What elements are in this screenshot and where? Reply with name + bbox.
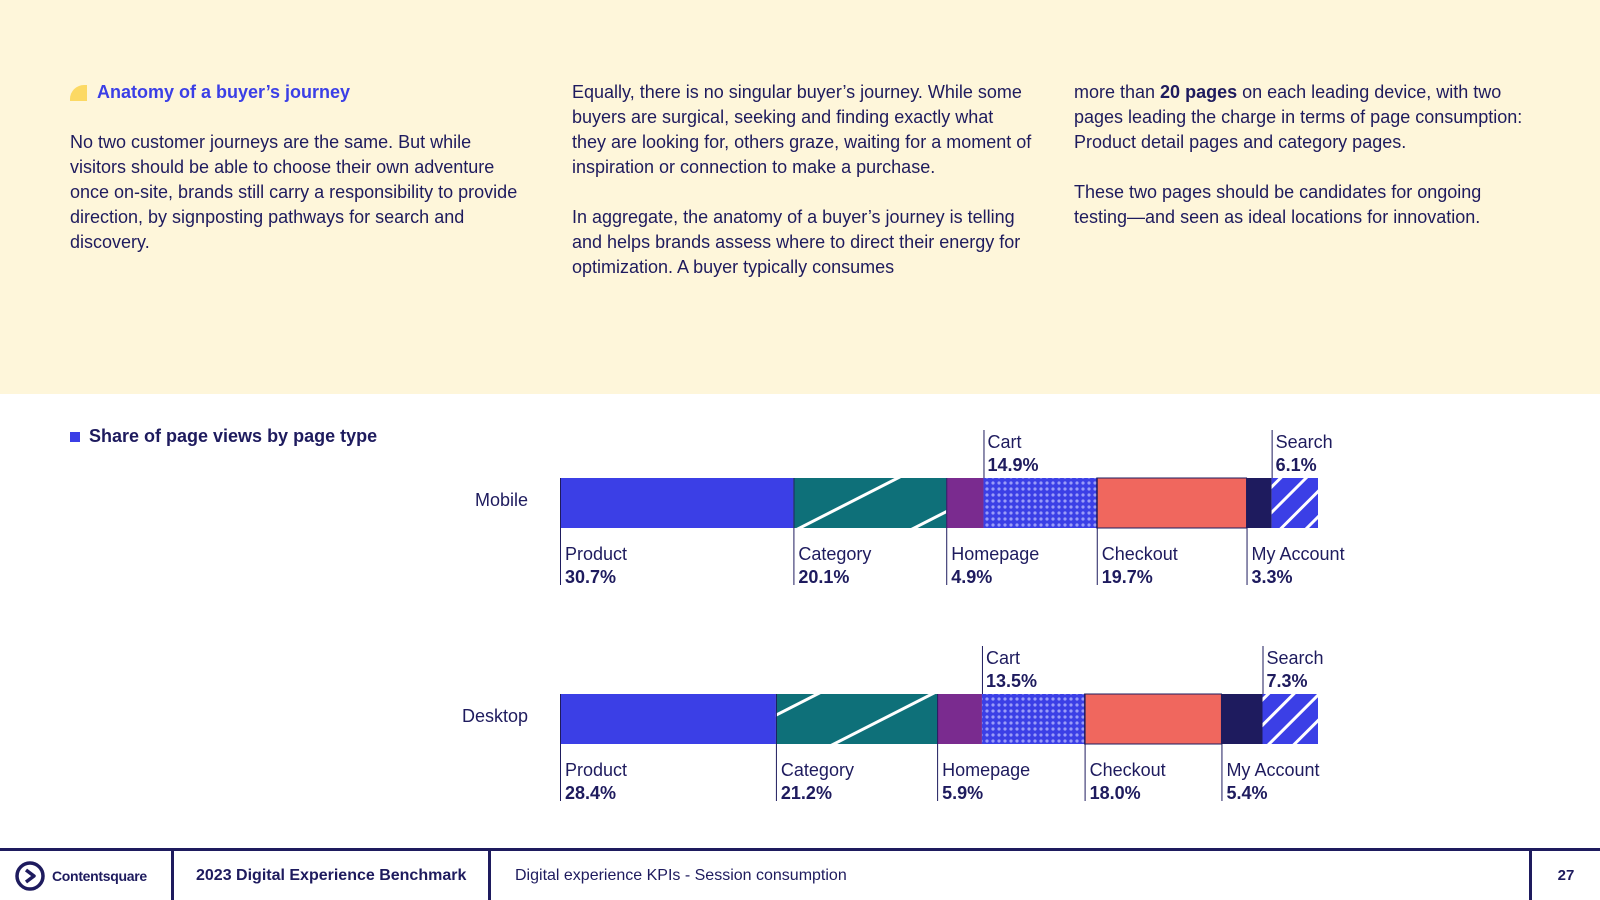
- intro-column-1: Anatomy of a buyer’s journey No two cust…: [70, 80, 530, 255]
- chart-title: Share of page views by page type: [89, 426, 378, 446]
- label-desktop-product: Product: [565, 760, 627, 780]
- footer-report-title: 2023 Digital Experience Benchmark: [174, 851, 491, 900]
- intro-panel: Anatomy of a buyer’s journey No two cust…: [0, 0, 1600, 394]
- bar-mobile-search: [1271, 478, 1318, 528]
- value-desktop-cart: 13.5%: [986, 671, 1037, 691]
- intro-paragraph-5: These two pages should be candidates for…: [1074, 182, 1482, 227]
- highlight-pages: 20 pages: [1160, 82, 1238, 102]
- bar-desktop-homepage: [937, 694, 982, 744]
- bar-mobile-checkout: [1096, 477, 1248, 529]
- intro-column-2: Equally, there is no singular buyer’s jo…: [572, 80, 1032, 280]
- bar-desktop-category: [775, 694, 938, 744]
- value-mobile-search: 6.1%: [1276, 455, 1317, 475]
- text-run: more than: [1074, 82, 1161, 102]
- value-desktop-homepage: 5.9%: [942, 783, 983, 803]
- value-desktop-category: 21.2%: [781, 783, 832, 803]
- label-mobile-product: Product: [565, 544, 627, 564]
- intro-paragraph-2: Equally, there is no singular buyer’s jo…: [572, 82, 1032, 177]
- label-mobile-search: Search: [1276, 432, 1333, 452]
- bar-desktop-checkout: [1084, 693, 1222, 745]
- value-mobile-cart: 14.9%: [987, 455, 1038, 475]
- intro-paragraph-3: In aggregate, the anatomy of a buyer’s j…: [572, 207, 1021, 277]
- footer-logo[interactable]: Contentsquare: [0, 851, 174, 900]
- value-desktop-checkout: 18.0%: [1090, 783, 1141, 803]
- bar-desktop-cart: [981, 694, 1085, 744]
- label-desktop-category: Category: [781, 760, 854, 780]
- leaf-icon: [70, 84, 87, 101]
- bar-mobile-category: [793, 478, 947, 528]
- bar-mobile-homepage: [946, 478, 984, 528]
- bar-mobile-my-account: [1246, 478, 1272, 528]
- footer-section-title: Digital experience KPIs - Session consum…: [515, 866, 847, 884]
- bar-desktop-search: [1262, 694, 1318, 744]
- label-mobile-homepage: Homepage: [951, 544, 1039, 564]
- value-desktop-my-account: 5.4%: [1226, 783, 1267, 803]
- intro-paragraph-1: No two customer journeys are the same. B…: [70, 132, 518, 252]
- contentsquare-logo-icon: [15, 860, 45, 891]
- stacked-bar-chart: Mobile Product 30.7% Category 20.1% Homepage 4…: [462, 430, 1345, 803]
- text-run: on each leading device, with two pages l…: [1074, 82, 1523, 152]
- page-number: 27: [1529, 851, 1600, 900]
- label-desktop-my-account: My Account: [1226, 760, 1319, 780]
- value-desktop-search: 7.3%: [1266, 671, 1307, 691]
- bar-mobile-cart: [983, 478, 1097, 528]
- value-mobile-my-account: 3.3%: [1252, 567, 1293, 587]
- bar-desktop-product: [560, 694, 776, 744]
- label-desktop-search: Search: [1266, 648, 1323, 668]
- section-header: Anatomy of a buyer’s journey: [70, 80, 530, 105]
- intro-column-3: more than 20 pages on each leading devic…: [1074, 80, 1534, 230]
- bar-mobile-product: [560, 478, 794, 528]
- footer: Contentsquare 2023 Digital Experience Be…: [0, 848, 1600, 900]
- label-desktop-cart: Cart: [986, 648, 1020, 668]
- square-icon: [70, 431, 80, 442]
- chart-header: Share of page views by page type: [70, 426, 377, 447]
- intro-paragraph-4: more than 20 pages on each leading devic…: [1074, 80, 1534, 155]
- label-mobile-cart: Cart: [987, 432, 1021, 452]
- value-mobile-category: 20.1%: [798, 567, 849, 587]
- label-mobile-category: Category: [798, 544, 871, 564]
- brand-name: Contentsquare: [52, 867, 147, 884]
- value-mobile-product: 30.7%: [565, 567, 616, 587]
- label-mobile-my-account: My Account: [1252, 544, 1345, 564]
- label-desktop-homepage: Homepage: [942, 760, 1030, 780]
- value-mobile-checkout: 19.7%: [1102, 567, 1153, 587]
- row-label-mobile: Mobile: [475, 490, 528, 510]
- value-mobile-homepage: 4.9%: [951, 567, 992, 587]
- section-title: Anatomy of a buyer’s journey: [97, 82, 351, 102]
- bar-desktop-my-account: [1221, 694, 1263, 744]
- label-mobile-checkout: Checkout: [1102, 544, 1178, 564]
- label-desktop-checkout: Checkout: [1090, 760, 1166, 780]
- value-desktop-product: 28.4%: [565, 783, 616, 803]
- row-label-desktop: Desktop: [462, 706, 528, 726]
